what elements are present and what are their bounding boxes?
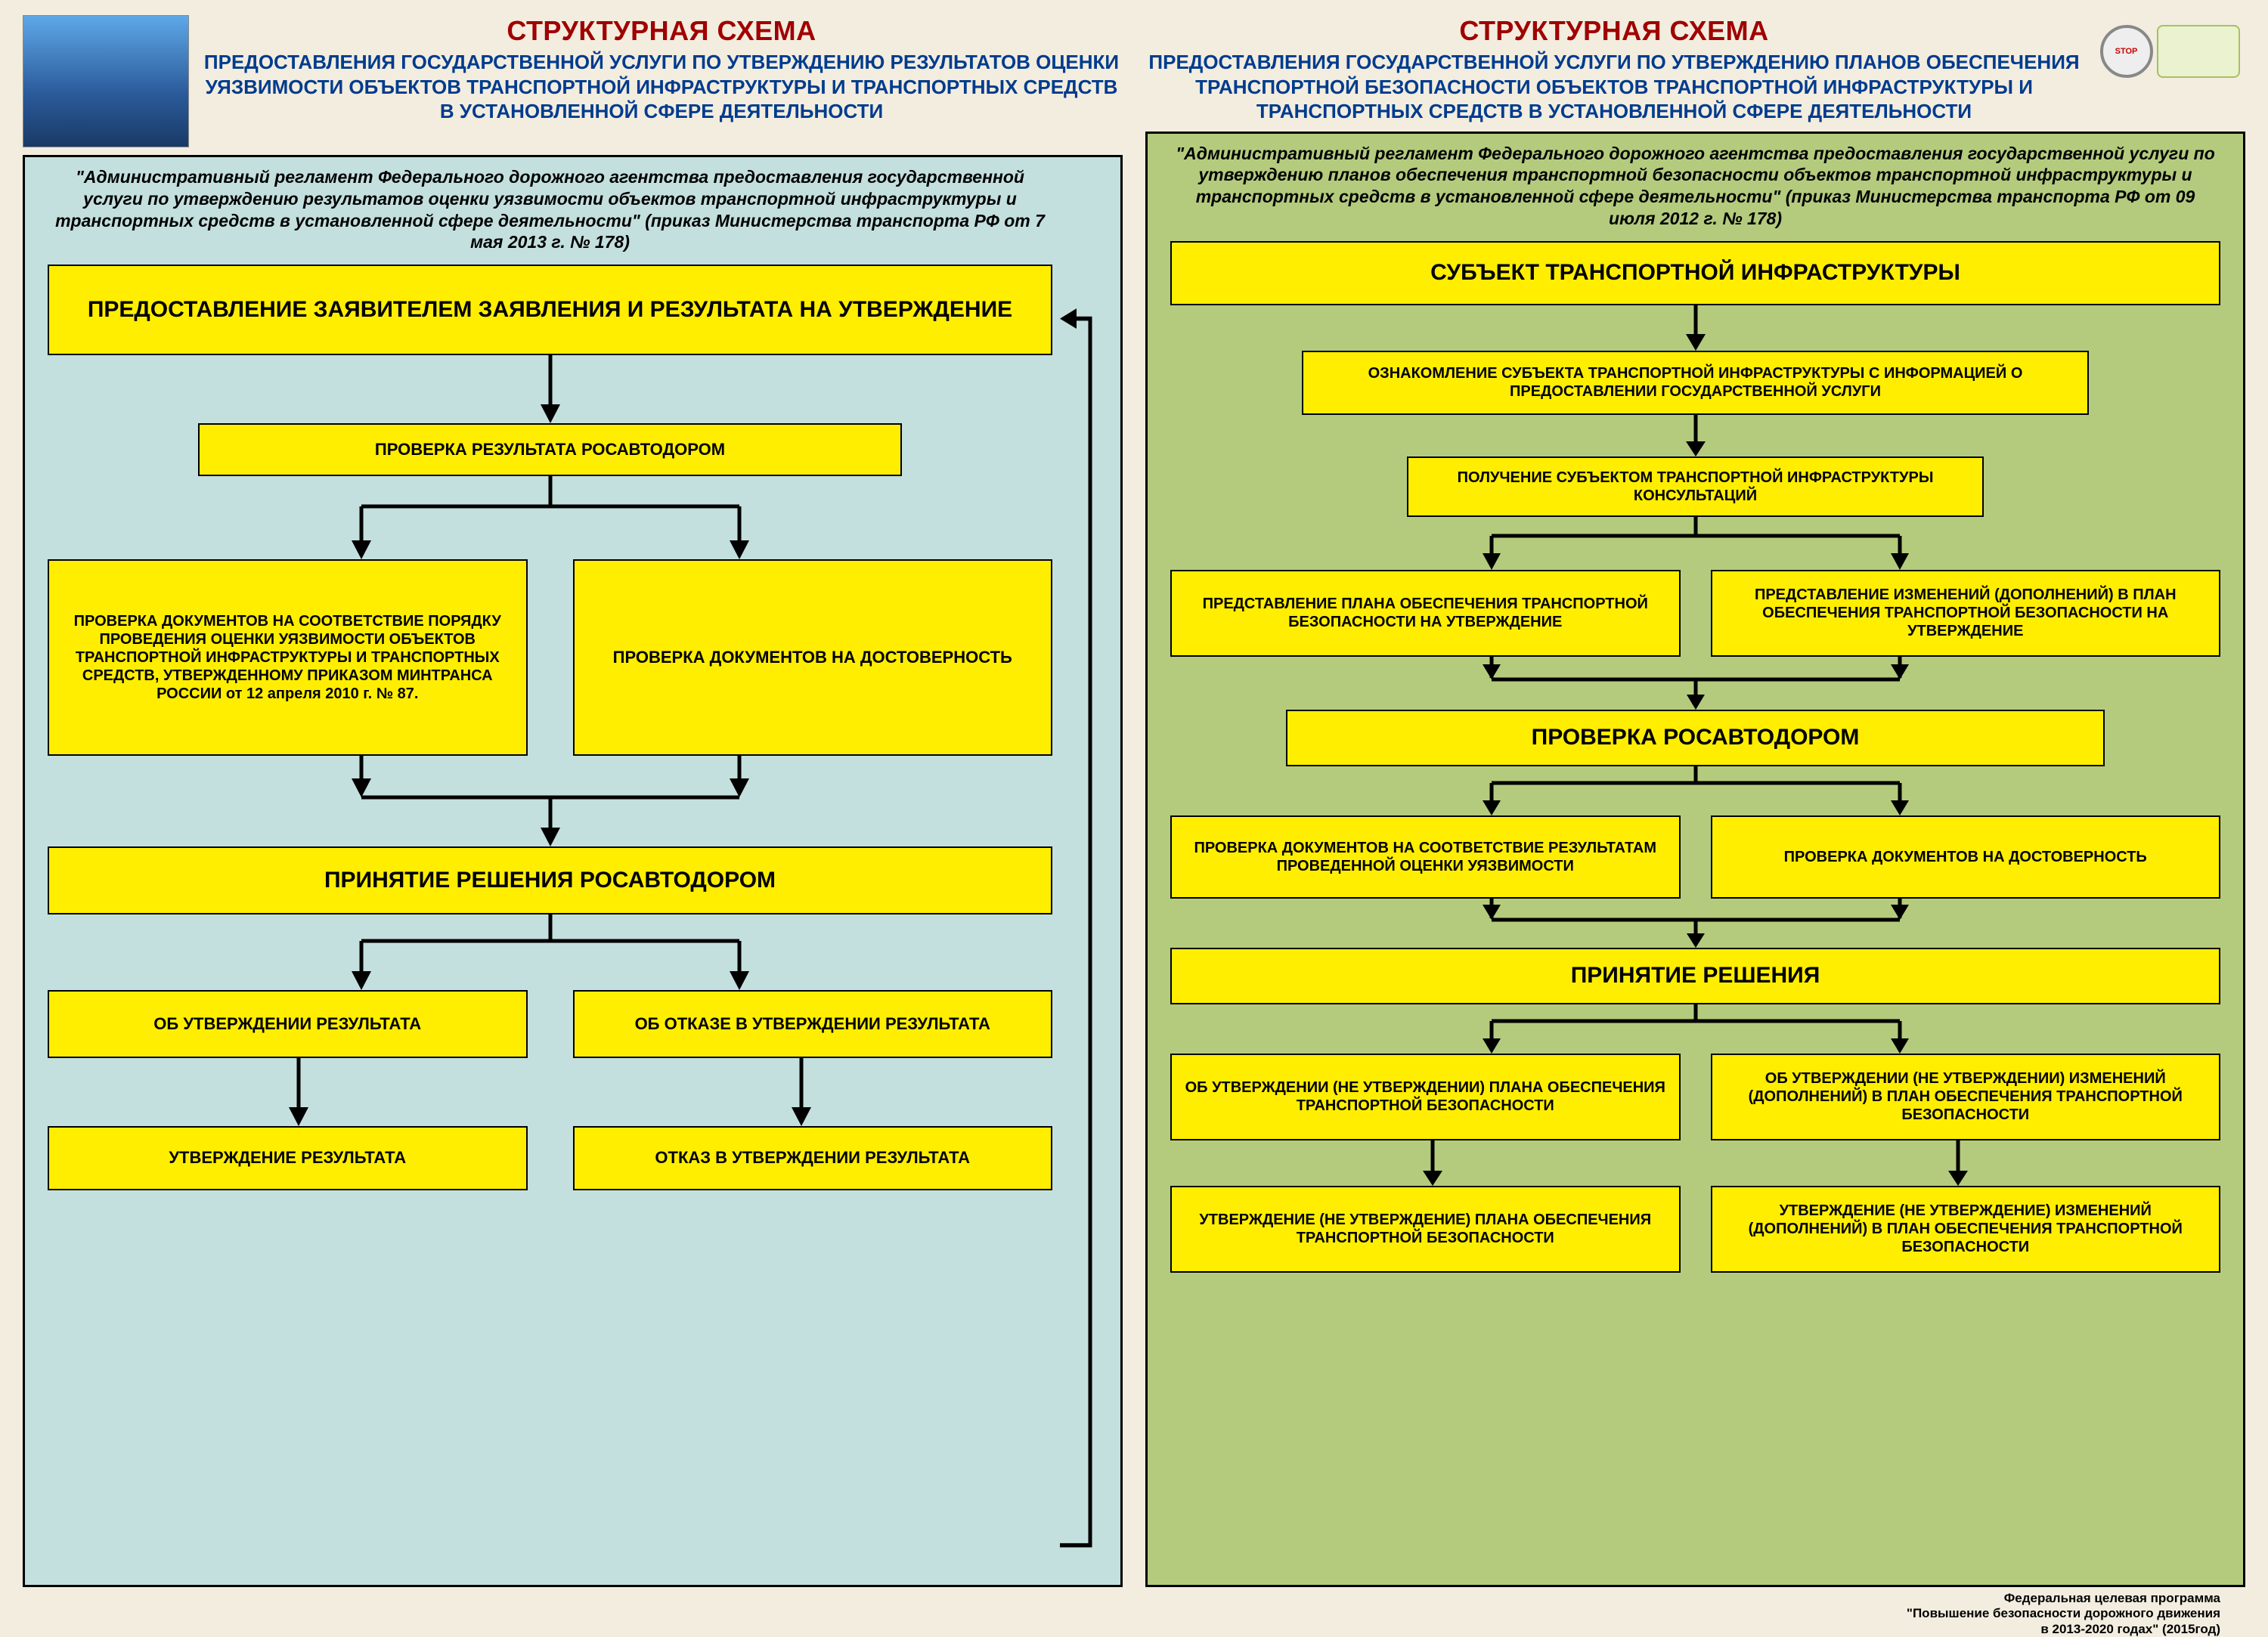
bus-station-photo bbox=[23, 15, 189, 147]
left-node-4: ПРИНЯТИЕ РЕШЕНИЯ РОСАВТОДОРОМ bbox=[48, 846, 1052, 914]
arrow-icon bbox=[1170, 305, 2220, 351]
left-panel: "Административный регламент Федерального… bbox=[23, 155, 1123, 1587]
right-node-3: ПОЛУЧЕНИЕ СУБЪЕКТОМ ТРАНСПОРТНОЙ ИНФРАСТ… bbox=[1407, 456, 1984, 517]
right-main-title: СТРУКТУРНАЯ СХЕМА bbox=[1145, 15, 2083, 47]
right-node-6b: ПРОВЕРКА ДОКУМЕНТОВ НА ДОСТОВЕРНОСТЬ bbox=[1711, 815, 2221, 899]
feedback-arrow-icon bbox=[1060, 293, 1105, 1562]
arrow-join-icon bbox=[1170, 657, 2220, 710]
poster: СТРУКТУРНАЯ СХЕМА ПРЕДОСТАВЛЕНИЯ ГОСУДАР… bbox=[23, 15, 2245, 1587]
arrow-icon bbox=[1170, 415, 2220, 456]
left-intro: "Административный регламент Федерального… bbox=[48, 166, 1052, 253]
right-node-2: ОЗНАКОМЛЕНИЕ СУБЪЕКТА ТРАНСПОРТНОЙ ИНФРА… bbox=[1302, 351, 2090, 415]
left-node-6b: ОТКАЗ В УТВЕРЖДЕНИИ РЕЗУЛЬТАТА bbox=[573, 1126, 1053, 1190]
left-node-3a: ПРОВЕРКА ДОКУМЕНТОВ НА СООТВЕТСТВИЕ ПОРЯ… bbox=[48, 559, 528, 756]
arrow-twin-icon bbox=[1170, 1140, 2220, 1186]
left-node-1: ПРЕДОСТАВЛЕНИЕ ЗАЯВИТЕЛЕМ ЗАЯВЛЕНИЯ И РЕ… bbox=[48, 265, 1052, 355]
arrow-join-icon bbox=[48, 756, 1052, 846]
right-header: СТРУКТУРНАЯ СХЕМА ПРЕДОСТАВЛЕНИЯ ГОСУДАР… bbox=[1145, 15, 2245, 124]
left-node-2: ПРОВЕРКА РЕЗУЛЬТАТА РОСАВТОДОРОМ bbox=[198, 423, 901, 476]
right-node-9b: УТВЕРЖДЕНИЕ (НЕ УТВЕРЖДЕНИЕ) ИЗМЕНЕНИЙ (… bbox=[1711, 1186, 2221, 1273]
right-intro: "Административный регламент Федерального… bbox=[1170, 143, 2220, 230]
right-node-7: ПРИНЯТИЕ РЕШЕНИЯ bbox=[1170, 948, 2220, 1004]
bus-icon bbox=[2157, 25, 2240, 78]
arrow-icon bbox=[48, 355, 1052, 423]
arrow-split-icon bbox=[48, 476, 1052, 559]
left-node-3b: ПРОВЕРКА ДОКУМЕНТОВ НА ДОСТОВЕРНОСТЬ bbox=[573, 559, 1053, 756]
left-column: СТРУКТУРНАЯ СХЕМА ПРЕДОСТАВЛЕНИЯ ГОСУДАР… bbox=[23, 15, 1123, 1587]
right-node-4a: ПРЕДСТАВЛЕНИЕ ПЛАНА ОБЕСПЕЧЕНИЯ ТРАНСПОР… bbox=[1170, 570, 1681, 657]
arrow-split-icon bbox=[1170, 1004, 2220, 1054]
left-node-5a: ОБ УТВЕРЖДЕНИИ РЕЗУЛЬТАТА bbox=[48, 990, 528, 1058]
left-sub-title: ПРЕДОСТАВЛЕНИЯ ГОСУДАРСТВЕННОЙ УСЛУГИ ПО… bbox=[200, 50, 1123, 124]
arrow-split-icon bbox=[1170, 517, 2220, 570]
stop-icon: STOP bbox=[2100, 25, 2153, 78]
right-node-6a: ПРОВЕРКА ДОКУМЕНТОВ НА СООТВЕТСТВИЕ РЕЗУ… bbox=[1170, 815, 1681, 899]
right-node-1: СУБЪЕКТ ТРАНСПОРТНОЙ ИНФРАСТРУКТУРЫ bbox=[1170, 241, 2220, 305]
right-panel: "Административный регламент Федерального… bbox=[1145, 132, 2245, 1588]
left-main-title: СТРУКТУРНАЯ СХЕМА bbox=[200, 15, 1123, 47]
arrow-split-icon bbox=[1170, 766, 2220, 815]
arrow-split-icon bbox=[48, 914, 1052, 990]
right-column: СТРУКТУРНАЯ СХЕМА ПРЕДОСТАВЛЕНИЯ ГОСУДАР… bbox=[1145, 15, 2245, 1587]
right-node-8a: ОБ УТВЕРЖДЕНИИ (НЕ УТВЕРЖДЕНИИ) ПЛАНА ОБ… bbox=[1170, 1054, 1681, 1140]
right-node-9a: УТВЕРЖДЕНИЕ (НЕ УТВЕРЖДЕНИЕ) ПЛАНА ОБЕСП… bbox=[1170, 1186, 1681, 1273]
footer-note: Федеральная целевая программа "Повышение… bbox=[1907, 1585, 2220, 1637]
right-node-4b: ПРЕДСТАВЛЕНИЕ ИЗМЕНЕНИЙ (ДОПОЛНЕНИЙ) В П… bbox=[1711, 570, 2221, 657]
badges: STOP bbox=[2094, 15, 2245, 87]
arrow-join-icon bbox=[1170, 899, 2220, 948]
right-node-5: ПРОВЕРКА РОСАВТОДОРОМ bbox=[1286, 710, 2105, 766]
arrow-twin-icon bbox=[48, 1058, 1052, 1126]
right-node-8b: ОБ УТВЕРЖДЕНИИ (НЕ УТВЕРЖДЕНИИ) ИЗМЕНЕНИ… bbox=[1711, 1054, 2221, 1140]
left-title-block: СТРУКТУРНАЯ СХЕМА ПРЕДОСТАВЛЕНИЯ ГОСУДАР… bbox=[200, 15, 1123, 124]
left-node-5b: ОБ ОТКАЗЕ В УТВЕРЖДЕНИИ РЕЗУЛЬТАТА bbox=[573, 990, 1053, 1058]
right-title-block: СТРУКТУРНАЯ СХЕМА ПРЕДОСТАВЛЕНИЯ ГОСУДАР… bbox=[1145, 15, 2083, 124]
right-sub-title: ПРЕДОСТАВЛЕНИЯ ГОСУДАРСТВЕННОЙ УСЛУГИ ПО… bbox=[1145, 50, 2083, 124]
left-header: СТРУКТУРНАЯ СХЕМА ПРЕДОСТАВЛЕНИЯ ГОСУДАР… bbox=[23, 15, 1123, 147]
left-node-6a: УТВЕРЖДЕНИЕ РЕЗУЛЬТАТА bbox=[48, 1126, 528, 1190]
